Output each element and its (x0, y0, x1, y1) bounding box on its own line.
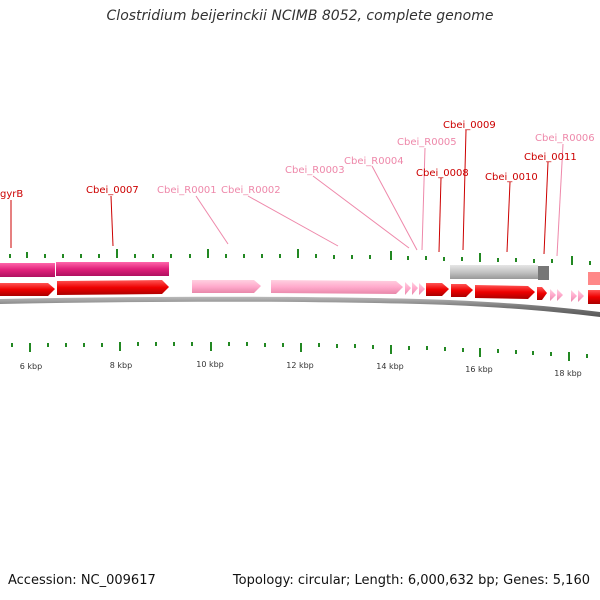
gene-label-cbei-r0004[interactable]: Cbei_R0004 (344, 156, 404, 167)
gene-label-cbei-0008[interactable]: Cbei_0008 (416, 168, 469, 179)
gene-label-cbei-0011[interactable]: Cbei_0011 (524, 152, 577, 163)
gene-label-cbei-r0003[interactable]: Cbei_R0003 (285, 165, 345, 176)
gene-leader-lines (10, 129, 564, 257)
scale-label-10kbp: 10 kbp (196, 360, 224, 369)
cbei-0011-arrow[interactable] (537, 287, 547, 300)
scale-label-16kbp: 16 kbp (465, 365, 493, 374)
gene-label-cbei-r0002[interactable]: Cbei_R0002 (221, 185, 281, 196)
cbei-r0003-arrow[interactable] (405, 282, 411, 295)
rna-arrow-b (571, 290, 577, 302)
genome-backbone (0, 296, 600, 317)
genome-summary: Topology: circular; Length: 6,000,632 bp… (232, 573, 590, 588)
gray-feature-end (538, 266, 549, 280)
gene-label-cbei-0007[interactable]: Cbei_0007 (86, 185, 139, 196)
gene-label-cbei-r0006[interactable]: Cbei_R0006 (535, 133, 595, 144)
gene-label-cbei-0009[interactable]: Cbei_0009 (443, 120, 496, 131)
lower-scale-ticks (11, 342, 588, 361)
cbei-r0004-arrow[interactable] (412, 282, 418, 295)
cbei-r0001-arrow[interactable] (192, 280, 261, 293)
cbei-0007-outer-feature[interactable] (56, 262, 169, 276)
cbei-0009-arrow[interactable] (451, 284, 473, 297)
cbei-0007-arrow[interactable] (57, 280, 169, 295)
cbei-r0006-arrow[interactable] (550, 289, 556, 301)
scale-labels: 6 kbp 8 kbp 10 kbp 12 kbp 14 kbp 16 kbp … (20, 360, 582, 378)
cbei-r0002-arrow[interactable] (271, 280, 403, 294)
scale-label-18kbp: 18 kbp (554, 369, 582, 378)
gyrB-outer-feature[interactable] (0, 263, 55, 277)
scale-label-8kbp: 8 kbp (110, 361, 132, 370)
gene-arrow-track (0, 280, 600, 304)
gyrB-arrow[interactable] (0, 283, 55, 296)
scale-label-6kbp: 6 kbp (20, 362, 42, 371)
scale-label-12kbp: 12 kbp (286, 361, 314, 370)
gray-feature[interactable] (450, 265, 538, 279)
rna-arrow-c (578, 290, 584, 302)
scale-label-14kbp: 14 kbp (376, 362, 404, 371)
gene-label-gyrB[interactable]: gyrB (0, 189, 23, 200)
genome-title: Clostridium beijerinckii NCIMB 8052, com… (106, 8, 494, 24)
upper-scale-ticks (9, 249, 591, 265)
gene-label-cbei-r0001[interactable]: Cbei_R0001 (157, 185, 217, 196)
cbei-0008-arrow[interactable] (426, 283, 449, 296)
rna-arrow-a (557, 289, 563, 301)
gene-label-cbei-r0005[interactable]: Cbei_R0005 (397, 137, 457, 148)
gene-label-cbei-0010[interactable]: Cbei_0010 (485, 172, 538, 183)
outer-feature-track (0, 262, 600, 285)
cbei-0010-arrow[interactable] (475, 285, 535, 299)
partial-outer-feature (588, 272, 600, 285)
cbei-r0005-arrow[interactable] (419, 283, 425, 295)
gene-labels: gyrB Cbei_0007 Cbei_R0001 Cbei_R0002 Cbe… (0, 120, 595, 200)
accession-label: Accession: NC_009617 (8, 573, 156, 588)
partial-gene-arrow (588, 290, 600, 304)
